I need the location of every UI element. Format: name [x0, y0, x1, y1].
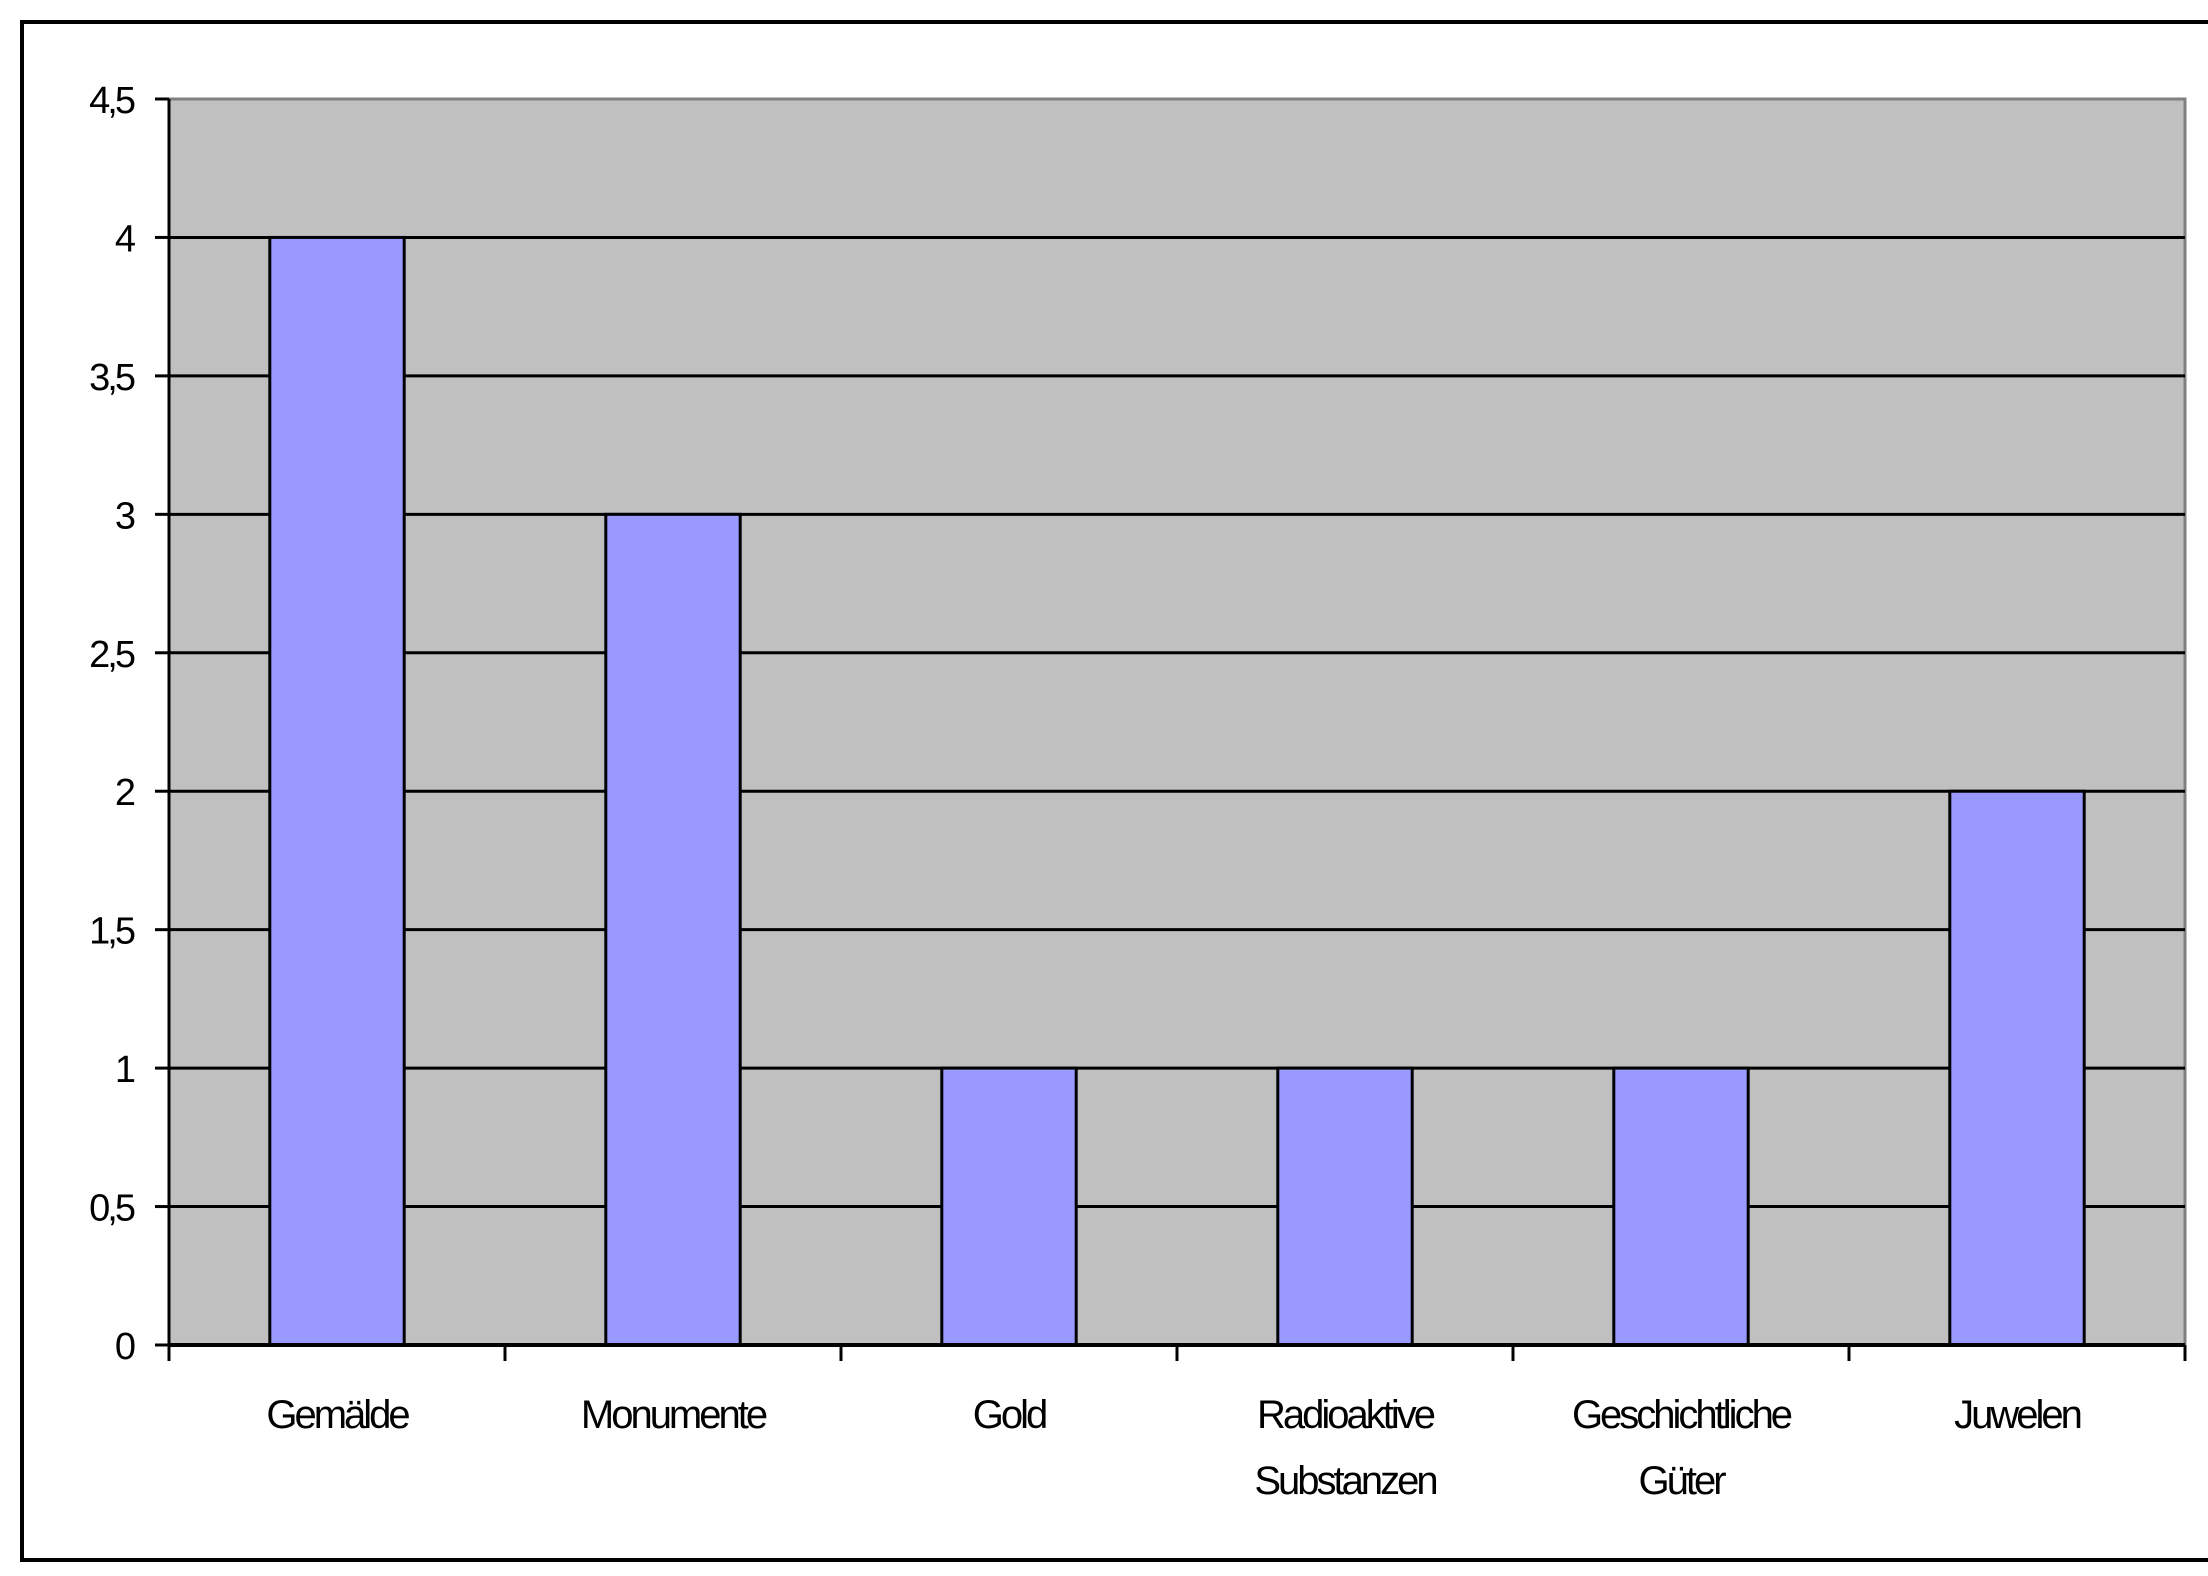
x-tick-label: Substanzen: [1254, 1459, 1436, 1503]
y-tick-label: 4,5: [89, 80, 135, 122]
x-axis-tick-labels: Gemälde Monumente Gold Radioaktive Substanze…: [266, 1393, 2083, 1503]
x-tick-label: Monumente: [581, 1393, 767, 1437]
y-tick-label: 0,5: [89, 1188, 135, 1230]
y-tick-label: 2: [115, 772, 135, 814]
bar: [268, 235, 406, 1347]
x-tick-label: Gold: [973, 1393, 1046, 1437]
x-tick-label: Geschichtliche: [1572, 1393, 1792, 1437]
y-axis-tick-labels: 0 0,5 1 1,5 2 2,5 3 3,5 4 4,5: [89, 80, 139, 1368]
bar: [1612, 1066, 1750, 1347]
bars: [268, 235, 2086, 1347]
y-tick-label: 4: [115, 218, 136, 260]
bar: [604, 512, 742, 1347]
y-tick-label: 2,5: [89, 634, 135, 676]
plot-area: [167, 97, 2187, 1347]
gridlines: [169, 235, 2185, 1209]
y-tick-label: 1,5: [89, 911, 135, 953]
bar: [1276, 1066, 1414, 1347]
y-tick-label: 3,5: [89, 357, 135, 399]
x-tick-label: Radioaktive: [1257, 1393, 1435, 1437]
bar: [940, 1066, 1078, 1347]
x-tick-label: Juwelen: [1954, 1393, 2081, 1437]
bar: [1948, 789, 2086, 1347]
x-tick-label: Güter: [1638, 1459, 1726, 1503]
axes: [155, 97, 2187, 1361]
x-tick-label: Gemälde: [266, 1393, 409, 1437]
y-tick-label: 0: [115, 1326, 135, 1368]
y-tick-label: 3: [115, 495, 135, 537]
y-tick-label: 1: [115, 1049, 135, 1091]
